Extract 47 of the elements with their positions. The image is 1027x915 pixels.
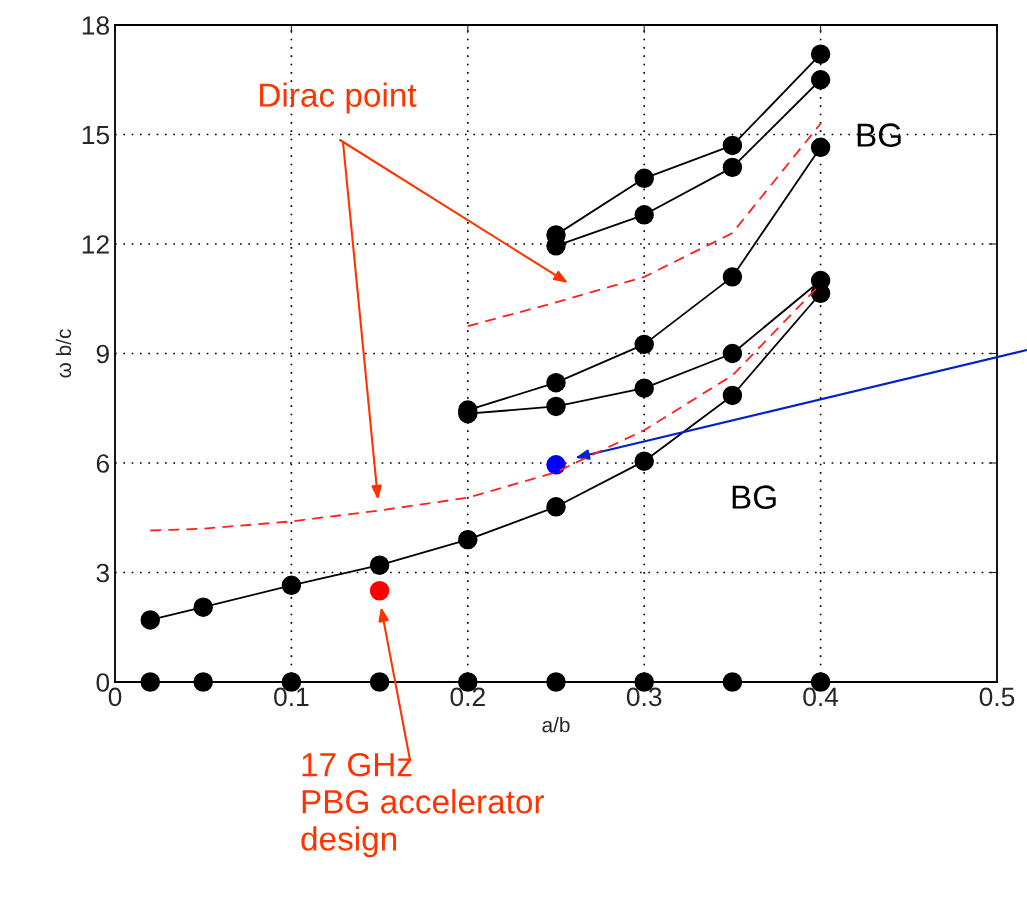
- annotation: BG: [732, 485, 776, 509]
- point: [634, 334, 654, 355]
- point: [722, 672, 743, 692]
- y-tick-label: 3: [96, 563, 109, 583]
- y-tick-label: 18: [82, 16, 109, 35]
- point: [546, 372, 566, 393]
- point: [722, 385, 743, 406]
- point: [722, 157, 743, 178]
- point: [810, 44, 831, 64]
- point: [546, 497, 566, 517]
- point: [281, 575, 302, 595]
- point: [369, 581, 390, 601]
- point: [140, 672, 161, 692]
- point: [634, 378, 654, 398]
- point: [634, 451, 654, 471]
- point: [722, 267, 743, 287]
- point: [810, 70, 831, 90]
- y-tick-label: 15: [82, 125, 110, 145]
- x-tick-label: 0.3: [626, 687, 662, 707]
- point: [810, 137, 831, 157]
- text: 17 GHz PBG accelerator design: [301, 752, 544, 858]
- point: [369, 555, 390, 575]
- x-tick-label: 0.1: [274, 687, 309, 707]
- point: [193, 597, 213, 617]
- x-tick-label: 0.2: [450, 687, 485, 707]
- x-tick-label: 0.4: [803, 687, 839, 707]
- point: [546, 672, 566, 692]
- point: [140, 610, 161, 630]
- annotation: Dirac point: [260, 82, 417, 114]
- y-tick-label: 12: [82, 235, 109, 254]
- point: [634, 205, 654, 225]
- point: [369, 672, 390, 692]
- y-tick-label: 6: [96, 454, 109, 473]
- y-axis-title: ω b/c: [55, 329, 72, 378]
- point: [458, 529, 478, 550]
- point: [193, 672, 213, 692]
- point: [546, 396, 566, 417]
- point: [722, 343, 743, 364]
- y-tick-label: 9: [96, 344, 109, 364]
- line-series: [466, 122, 822, 328]
- x-axis-title: a/b: [542, 717, 570, 733]
- annotation: BG: [857, 123, 901, 147]
- point: [634, 168, 654, 189]
- x-tick-label: 0.5: [979, 687, 1015, 707]
- point: [546, 455, 566, 475]
- point: [722, 135, 743, 156]
- y-tick-label: 0: [96, 673, 110, 692]
